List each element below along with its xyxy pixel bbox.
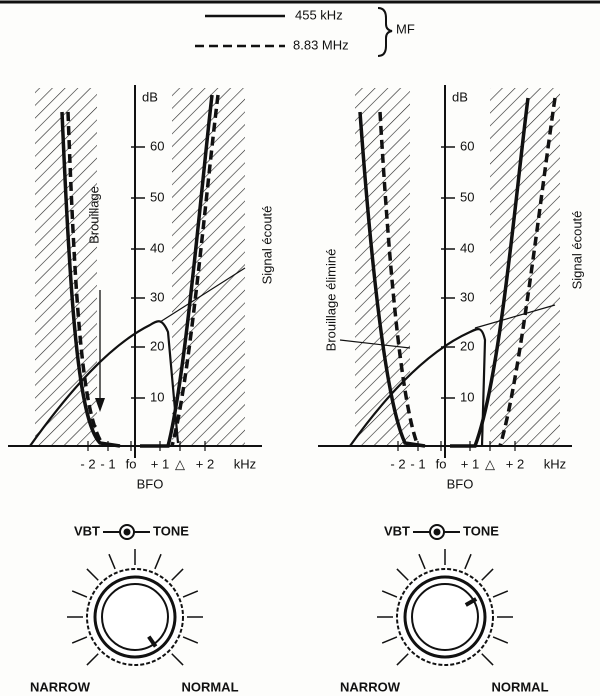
knob-scale-tick	[108, 553, 116, 570]
x-tick-label: - 2	[390, 456, 405, 471]
y-tick-label: 20	[150, 338, 164, 353]
knob-label: NARROW	[30, 679, 91, 694]
panel: dB 60 50 40 30 20 10 - 2 - 1 fo + 1 △ + 2 kHz BFO Broui…	[8, 85, 274, 694]
x-tick-label: △	[175, 456, 185, 471]
knob-scale-tick	[464, 553, 472, 570]
y-tick-label: 60	[460, 138, 474, 153]
knob-pointer	[464, 597, 478, 607]
y-tick-label: 60	[150, 138, 164, 153]
knob-scale-tick	[481, 568, 494, 581]
curve-455khz	[450, 97, 530, 448]
knob-label: NARROW	[340, 679, 401, 694]
y-axis-label: dB	[142, 89, 158, 104]
y-tick-label: 40	[150, 240, 164, 255]
knob-label: TONE	[463, 523, 499, 538]
knob-scale-tick	[71, 590, 88, 598]
curve-455khz	[60, 111, 121, 448]
knob-scale-tick	[182, 636, 199, 644]
x-tick-label: - 2	[80, 456, 95, 471]
y-tick-label: 50	[150, 189, 164, 204]
y-tick-label: 50	[460, 189, 474, 204]
x-tick-label: fo	[436, 456, 447, 471]
x-tick-label: △	[485, 456, 495, 471]
knob-scale-tick	[86, 653, 99, 666]
knob-scale-tick	[396, 568, 409, 581]
x-tick-label: + 2	[196, 456, 214, 471]
knob-pointer	[147, 635, 158, 648]
knob-ring	[403, 575, 487, 659]
legend-brace	[377, 7, 393, 57]
curve-455khz	[358, 111, 426, 448]
x-tick-label: + 2	[506, 456, 524, 471]
knob-scale-tick	[182, 590, 199, 598]
curve-883mhz	[170, 94, 220, 447]
signal-leader	[159, 267, 246, 323]
x-tick-label: kHz	[234, 456, 256, 471]
x-tick-label: + 1	[151, 456, 169, 471]
knob-label: TONE	[153, 523, 189, 538]
knob-inner	[411, 583, 479, 651]
knob-inner	[101, 583, 169, 651]
x-tick-label: + 1	[461, 456, 479, 471]
x-axis-label: BFO	[447, 476, 474, 491]
arrow-head	[95, 398, 105, 412]
x-tick-label: - 1	[100, 456, 115, 471]
annotation: Signal écouté	[569, 211, 584, 290]
x-tick-label: - 1	[410, 456, 425, 471]
knob-scale-tick	[381, 636, 398, 644]
annotation: Signal écouté	[259, 206, 274, 285]
legend-label: 455 kHz	[295, 7, 343, 22]
panels: dB 60 50 40 30 20 10 - 2 - 1 fo + 1 △ + 2 kHz BFO Broui…	[8, 85, 584, 694]
signal-curve	[349, 327, 487, 447]
knob-ring	[93, 575, 177, 659]
y-axis-label: dB	[452, 89, 468, 104]
knob-scale-tick	[492, 636, 509, 644]
knob-label: NORMAL	[491, 679, 548, 694]
interference-leader	[339, 339, 411, 349]
knob-scale-tick	[154, 553, 162, 570]
knob-scale-tick	[481, 653, 494, 666]
curve-883mhz	[498, 97, 557, 447]
signal-curve	[29, 320, 180, 447]
legend-group-label: MF	[396, 21, 415, 36]
x-tick-label: fo	[126, 456, 137, 471]
knob-switch-dot	[123, 528, 131, 536]
y-tick-label: 40	[460, 240, 474, 255]
annotation: Brouillage éliminé	[323, 249, 338, 352]
curve-455khz	[140, 94, 214, 448]
knob-label: VBT	[384, 523, 410, 538]
knob-label: VBT	[74, 523, 100, 538]
knob-scale-tick	[396, 653, 409, 666]
knob-scale-tick	[171, 568, 184, 581]
legend-label: 8.83 MHz	[293, 37, 349, 52]
y-tick-label: 10	[150, 389, 164, 404]
y-tick-label: 10	[460, 389, 474, 404]
annotation: Brouillage	[86, 186, 101, 244]
panel: dB 60 50 40 30 20 10 - 2 - 1 fo + 1 △ + 2 kHz BFO Broui…	[318, 85, 584, 694]
x-axis-label: BFO	[137, 476, 164, 491]
knob-scale-tick	[418, 553, 426, 570]
y-tick-label: 30	[460, 289, 474, 304]
x-tick-label: kHz	[544, 456, 566, 471]
knob-scale-tick	[171, 653, 184, 666]
curve-883mhz	[66, 111, 106, 448]
knob-scale-tick	[86, 568, 99, 581]
knob-scale-tick	[492, 590, 509, 598]
y-tick-label: 20	[460, 338, 474, 353]
curve-883mhz	[378, 111, 420, 447]
y-tick-label: 30	[150, 289, 164, 304]
hatched-region	[172, 88, 245, 446]
signal-leader	[474, 304, 556, 329]
knob-switch-dot	[433, 528, 441, 536]
knob-scale-tick	[71, 636, 88, 644]
knob-label: NORMAL	[181, 679, 238, 694]
knob-scale-tick	[381, 590, 398, 598]
